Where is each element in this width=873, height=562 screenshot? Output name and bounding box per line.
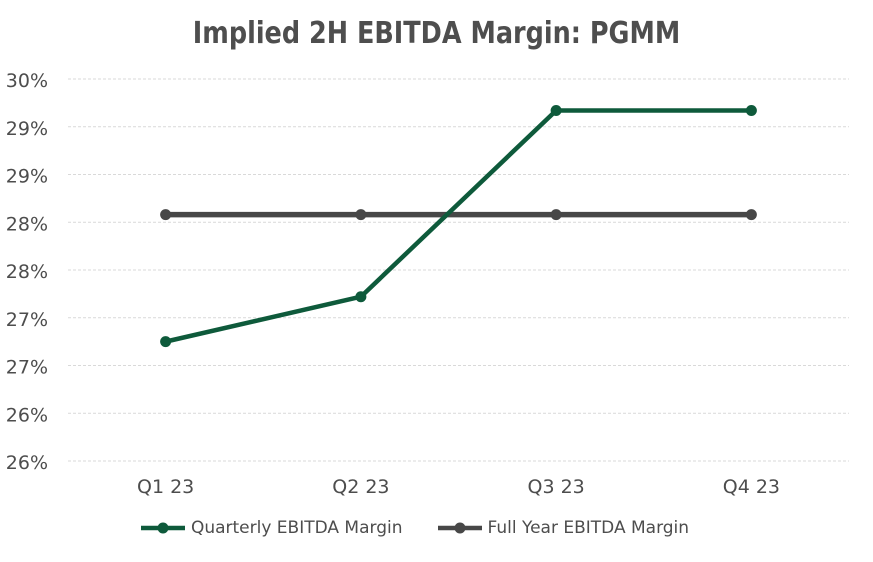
y-axis-tick-label: 27%	[6, 309, 48, 331]
data-point-series-1	[355, 209, 367, 221]
y-axis-tick-label: 28%	[6, 213, 48, 235]
data-point-series-0	[355, 291, 367, 303]
line-marker-icon	[437, 522, 482, 534]
series-line-0	[163, 108, 754, 344]
y-axis-tick-label: 27%	[6, 357, 48, 379]
y-axis-tick-label: 26%	[6, 404, 48, 426]
y-axis-tick-label: 30%	[6, 70, 48, 92]
y-axis-tick-label: 29%	[6, 118, 48, 140]
plot-area: 30% 29% 29% 28% 28% 27% 27% 26% 26% Q1 23 Q2 23 Q3 …	[6, 70, 849, 498]
y-axis-tick-label: 29%	[6, 166, 48, 188]
data-point-series-1	[550, 209, 562, 221]
data-point-series-0	[745, 105, 757, 117]
x-axis-tick-label: Q2 23	[332, 476, 389, 498]
x-axis-tick-label: Q4 23	[723, 476, 780, 498]
legend-label-quarterly-ebitda-margin: Quarterly EBITDA Margin	[190, 518, 403, 538]
data-point-series-1	[745, 209, 757, 221]
data-point-series-1	[160, 209, 172, 221]
data-point-series-0	[550, 105, 562, 117]
y-axis-tick-label: 28%	[6, 261, 48, 283]
x-axis-tick-label: Q1 23	[137, 476, 194, 498]
legend-item-quarterly-ebitda-margin: Quarterly EBITDA Margin	[140, 518, 403, 538]
legend-item-full-year-ebitda-margin: Full Year EBITDA Margin	[437, 518, 690, 538]
y-axis-tick-label: 26%	[6, 452, 48, 474]
data-point-series-0	[160, 336, 172, 348]
chart-title: Implied 2H EBITDA Margin: PGMM	[192, 16, 681, 51]
legend-label-full-year-ebitda-margin: Full Year EBITDA Margin	[487, 518, 690, 538]
x-axis-tick-label: Q3 23	[527, 476, 584, 498]
legend: Quarterly EBITDA Margin Full Year EBITDA…	[0, 518, 851, 538]
line-marker-icon	[140, 522, 185, 534]
